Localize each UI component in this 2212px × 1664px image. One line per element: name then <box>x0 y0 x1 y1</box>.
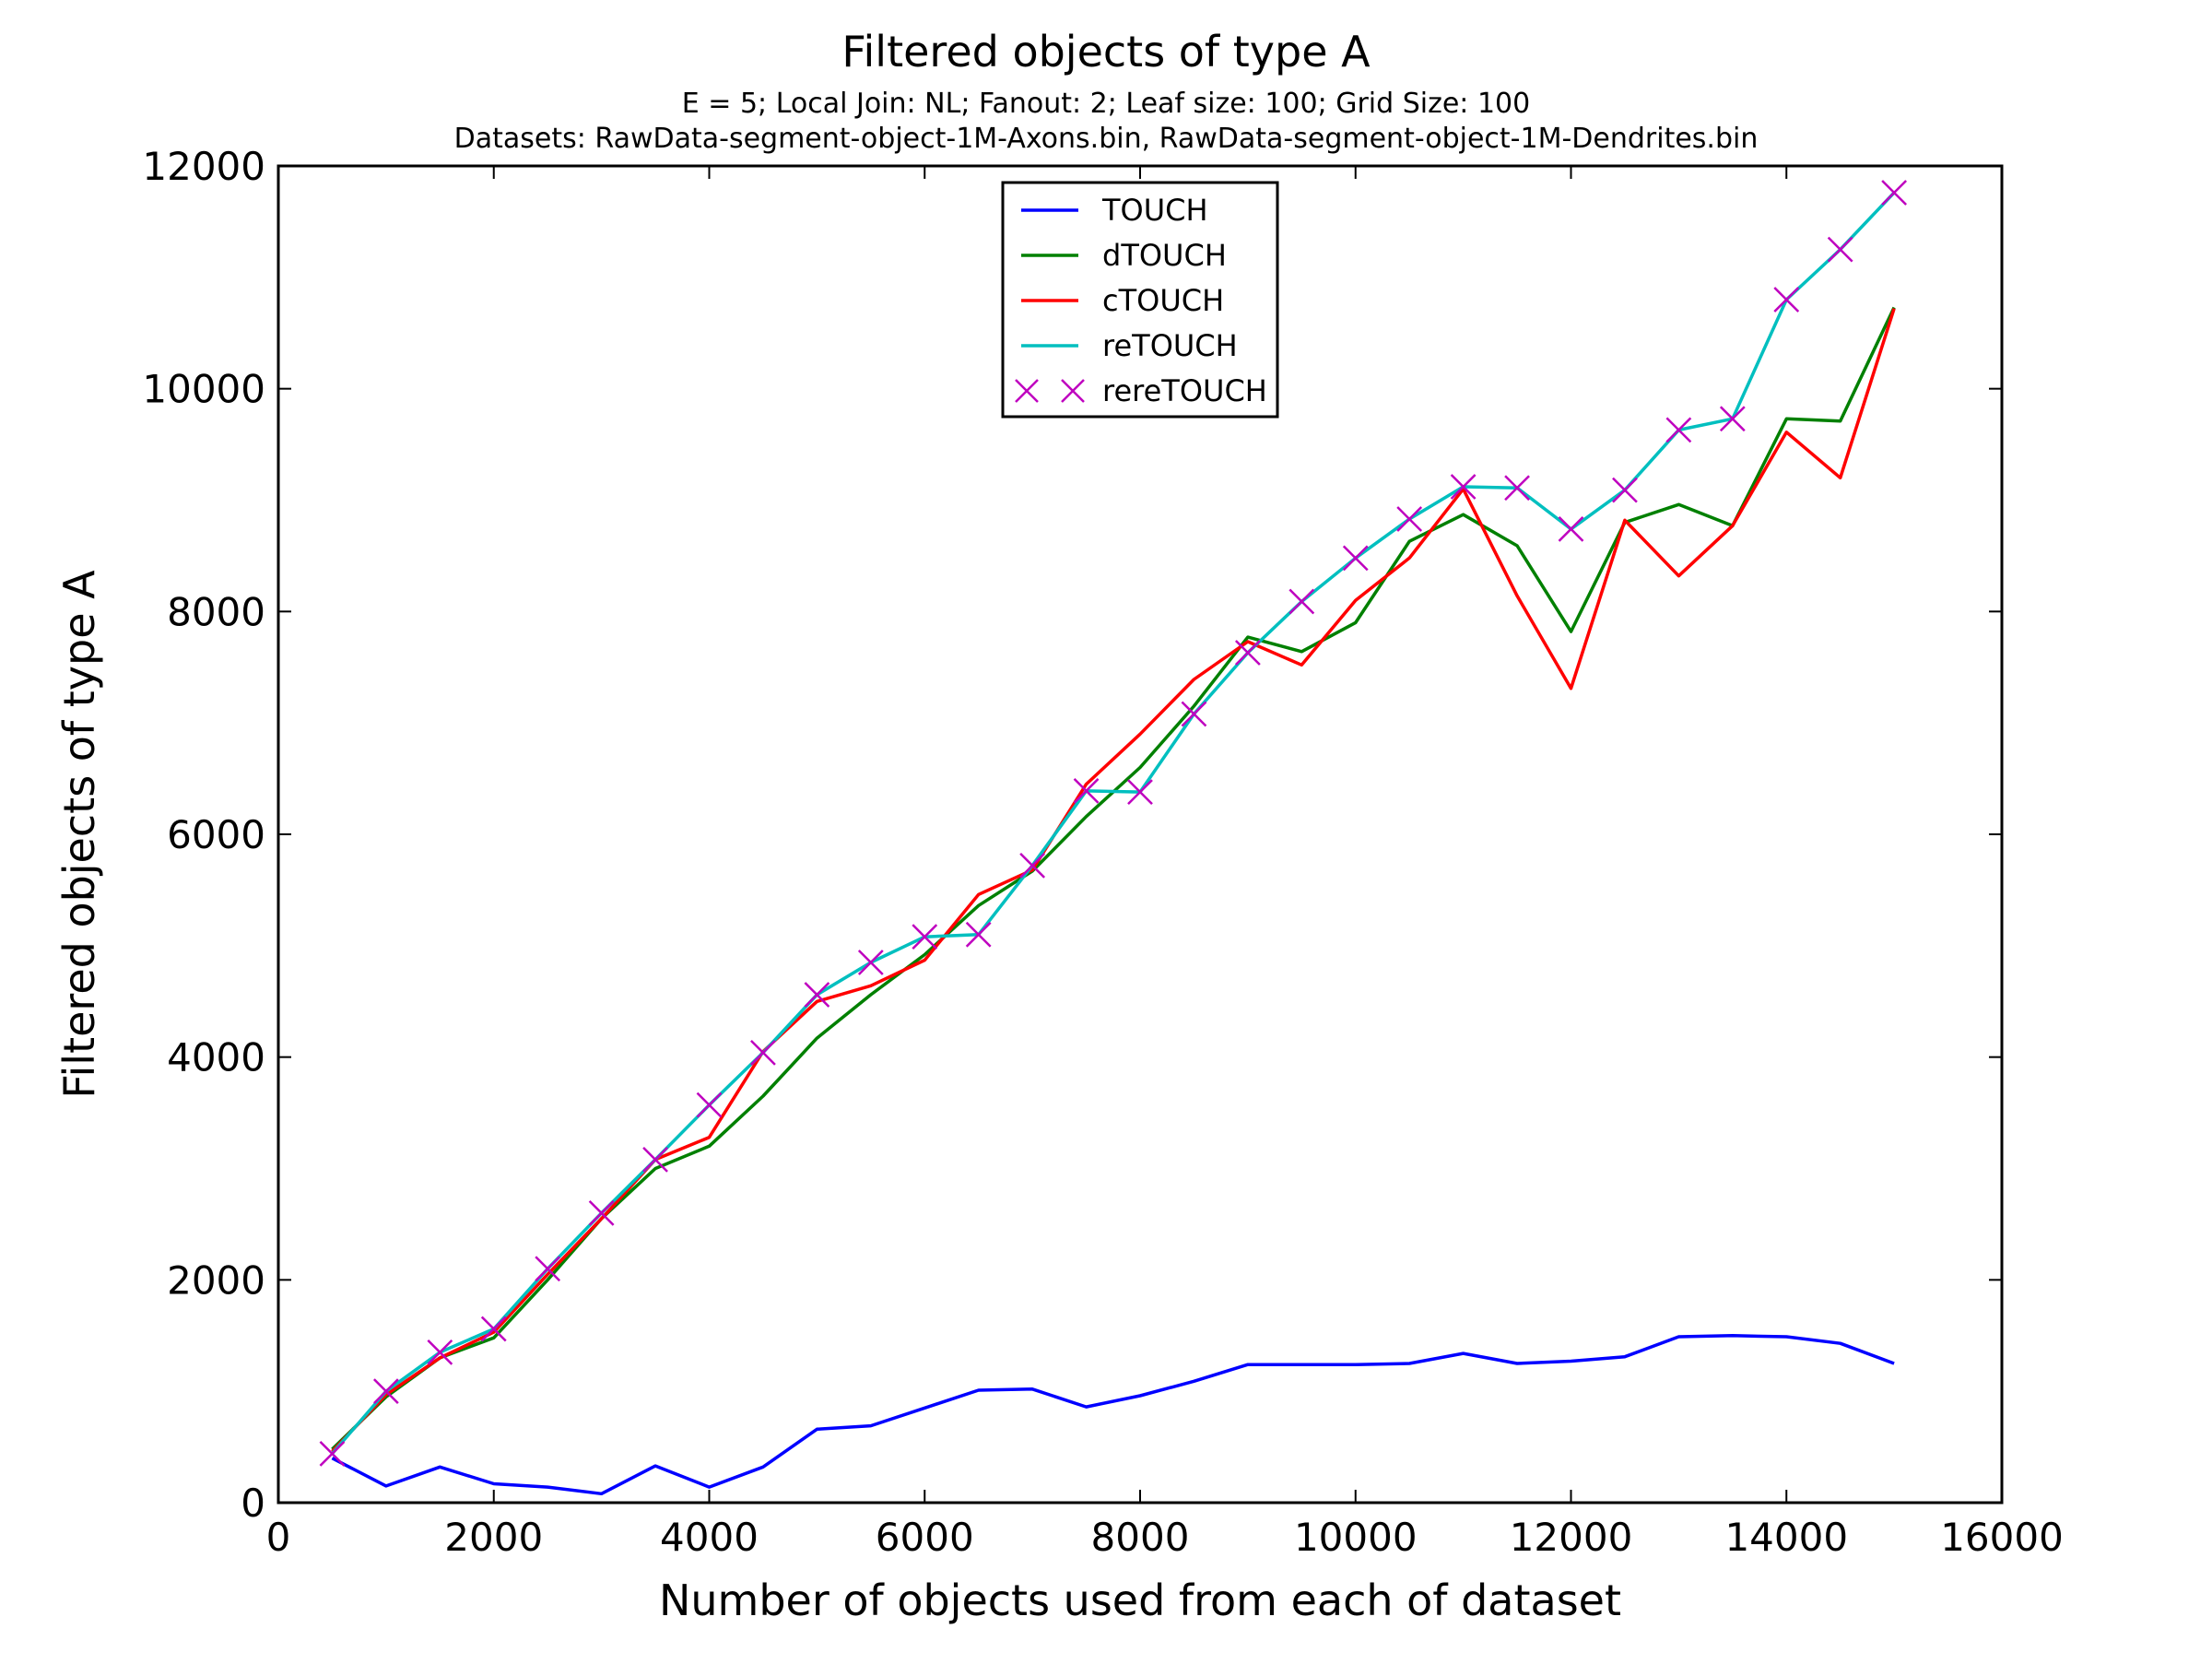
chart-title: Filtered objects of type A <box>841 27 1371 77</box>
data-point-marker <box>1773 287 1800 313</box>
y-tick-label: 2000 <box>167 1257 265 1303</box>
data-point-marker <box>642 1146 668 1173</box>
data-point-marker <box>1881 180 1908 206</box>
data-point-marker <box>1288 588 1315 615</box>
data-point-marker <box>1719 406 1746 432</box>
chart-subtitle-line-1: E = 5; Local Join: NL; Fanout: 2; Leaf s… <box>682 88 1530 120</box>
data-point-marker <box>1073 777 1100 804</box>
x-tick-label: 0 <box>266 1515 291 1560</box>
legend-entry-retouch: reTOUCH <box>1021 328 1238 363</box>
data-point-marker <box>1234 640 1261 666</box>
x-tick-label: 16000 <box>1940 1515 2064 1560</box>
plot-area <box>319 180 1908 1496</box>
series-markers-reretouch <box>319 180 1908 1467</box>
legend-swatch-marker <box>1061 379 1085 403</box>
data-point-marker <box>427 1339 453 1365</box>
data-point-marker <box>1558 516 1584 542</box>
legend-swatch-marker <box>1015 379 1039 403</box>
legend-label: dTOUCH <box>1102 238 1227 273</box>
legend-label: reTOUCH <box>1102 328 1238 363</box>
y-axis-label: Filtered objects of type A <box>54 570 104 1099</box>
y-tick-label: 12000 <box>142 144 265 189</box>
data-point-marker <box>1504 475 1530 502</box>
data-point-marker <box>319 1440 346 1467</box>
legend: TOUCH dTOUCH cTOUCH reTOUCH rereTOUCH <box>1001 181 1279 419</box>
data-point-marker <box>1019 852 1046 879</box>
data-point-marker <box>372 1378 399 1405</box>
data-point-marker <box>1396 506 1423 532</box>
series-line-touch <box>331 1334 1895 1496</box>
legend-entry-reretouch: rereTOUCH <box>1015 373 1267 408</box>
y-tick-label: 10000 <box>142 367 265 412</box>
x-tick-label: 14000 <box>1724 1515 1848 1560</box>
x-tick-label: 6000 <box>876 1515 974 1560</box>
axis-ticks: 0 2000 4000 6000 8000 10000 12000 14000 16000 0 20… <box>142 144 2063 1560</box>
legend-entry-touch: TOUCH <box>1021 193 1208 228</box>
data-point-marker <box>1181 701 1207 727</box>
data-point-marker <box>1342 545 1369 572</box>
x-tick-label: 8000 <box>1091 1515 1190 1560</box>
data-point-marker <box>1450 474 1477 500</box>
data-point-marker <box>857 950 884 975</box>
data-point-marker <box>912 924 938 950</box>
legend-entry-ctouch: cTOUCH <box>1021 283 1224 318</box>
series-line-dtouch <box>331 306 1896 1451</box>
data-point-marker <box>588 1199 615 1226</box>
data-point-marker <box>1127 779 1153 805</box>
y-tick-label: 4000 <box>167 1035 265 1080</box>
y-tick-label: 0 <box>241 1481 265 1526</box>
legend-entry-dtouch: dTOUCH <box>1021 238 1227 273</box>
series-line-ctouch <box>331 308 1896 1453</box>
legend-label: cTOUCH <box>1102 283 1224 318</box>
data-point-marker <box>1665 417 1692 443</box>
data-point-marker <box>1612 477 1638 503</box>
data-point-marker <box>1827 236 1853 263</box>
y-tick-label: 6000 <box>167 812 265 857</box>
x-tick-label: 10000 <box>1294 1515 1418 1560</box>
data-point-marker <box>535 1256 561 1282</box>
x-tick-label: 12000 <box>1510 1515 1633 1560</box>
data-point-marker <box>750 1039 776 1066</box>
chart-subtitle-line-2: Datasets: RawData-segment-object-1M-Axon… <box>454 123 1759 155</box>
y-tick-label: 8000 <box>167 589 265 634</box>
data-point-marker <box>804 982 830 1008</box>
data-point-marker <box>696 1092 723 1118</box>
data-point-marker <box>965 921 992 948</box>
legend-label: TOUCH <box>1101 193 1208 228</box>
x-tick-label: 2000 <box>444 1515 543 1560</box>
legend-label: rereTOUCH <box>1102 373 1267 408</box>
x-axis-label: Number of objects used from each of data… <box>659 1575 1621 1625</box>
data-point-marker <box>480 1316 507 1342</box>
x-tick-label: 4000 <box>660 1515 759 1560</box>
